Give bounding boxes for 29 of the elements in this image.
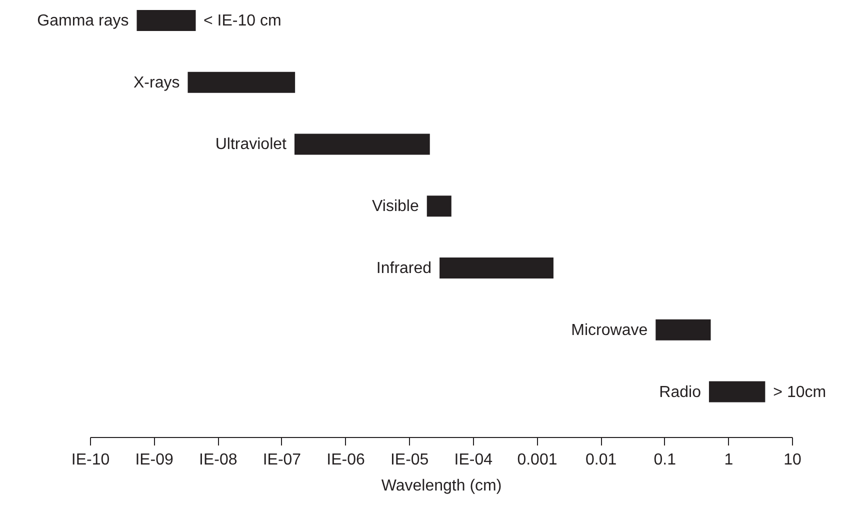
x-tick-label: IE-09 <box>135 452 174 468</box>
bar <box>188 72 296 93</box>
y-tick-label: Infrared <box>376 260 432 278</box>
y-tick-label: Radio <box>659 384 702 401</box>
bar <box>136 10 196 31</box>
y-tick-label: Ultraviolet <box>215 136 288 154</box>
y-tick-label: Gamma rays <box>37 12 129 30</box>
x-tick-label: IE-10 <box>71 452 110 468</box>
x-axis-title: Wavelength (cm) <box>381 478 502 494</box>
annotation: > 10cm <box>773 384 826 401</box>
bar <box>294 134 430 155</box>
x-tick-label: IE-04 <box>454 452 493 468</box>
x-tick-label: 0.01 <box>585 452 617 468</box>
x-tick-label: IE-05 <box>390 452 429 468</box>
x-tick-label: IE-06 <box>326 452 365 468</box>
x-tick-label: 0.001 <box>517 452 558 468</box>
x-tick-label: IE-07 <box>262 452 302 468</box>
bar <box>708 381 766 402</box>
x-tick-label: 10 <box>784 452 802 468</box>
x-tick-label: 0.1 <box>654 452 676 468</box>
bar <box>426 196 452 217</box>
y-tick-label: X-rays <box>134 74 180 92</box>
x-tick-label: IE-08 <box>199 452 238 468</box>
bar <box>656 319 711 340</box>
y-tick-label: Microwave <box>571 322 648 339</box>
bar <box>440 258 554 279</box>
x-tick-label: 1 <box>724 452 734 468</box>
y-tick-label: Visible <box>372 198 419 216</box>
annotation: < IE-10 cm <box>204 12 282 30</box>
